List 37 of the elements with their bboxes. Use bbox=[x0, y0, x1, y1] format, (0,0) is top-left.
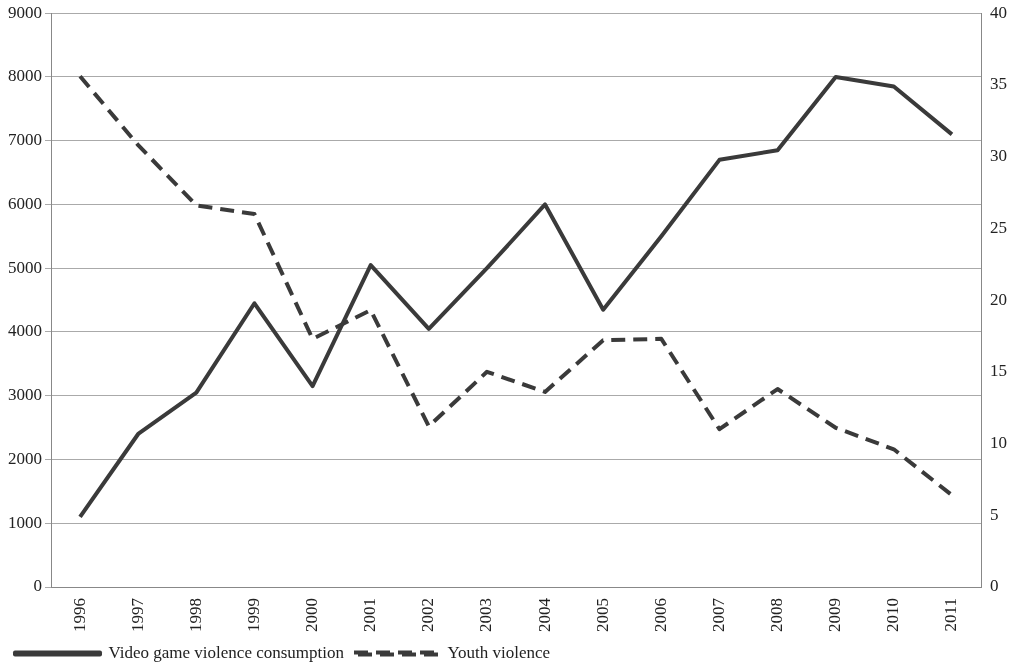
y-tick-label: 1000 bbox=[8, 512, 42, 532]
x-tick-label: 2003 bbox=[476, 598, 496, 632]
x-tick-label: 1997 bbox=[127, 597, 147, 632]
y-tick-label: 5000 bbox=[8, 257, 42, 277]
x-tick-label: 2002 bbox=[418, 598, 438, 632]
x-tick-label: 2001 bbox=[360, 598, 380, 632]
x-tick-label: 2006 bbox=[650, 598, 670, 632]
y2-tick-label: 5 bbox=[990, 504, 999, 524]
y2-tick-label: 0 bbox=[990, 576, 999, 596]
y-tick-label: 2000 bbox=[8, 448, 42, 468]
y-tick-label: 4000 bbox=[8, 321, 42, 341]
x-tick-label: 1996 bbox=[69, 598, 89, 632]
y-tick-label: 9000 bbox=[8, 2, 42, 22]
y-tick-label: 6000 bbox=[8, 193, 42, 213]
x-tick-label: 2000 bbox=[302, 598, 322, 632]
y2-tick-label: 15 bbox=[990, 361, 1007, 381]
x-tick-label: 2009 bbox=[825, 598, 845, 632]
y-tick-label: 7000 bbox=[8, 130, 42, 150]
x-tick-label: 2005 bbox=[592, 598, 612, 632]
x-tick-label: 2004 bbox=[534, 597, 554, 632]
y2-tick-label: 30 bbox=[990, 146, 1007, 166]
y-tick-label: 3000 bbox=[8, 385, 42, 405]
y-tick-label: 8000 bbox=[8, 66, 42, 86]
x-tick-label: 2007 bbox=[708, 597, 728, 632]
y2-tick-label: 10 bbox=[990, 433, 1007, 453]
legend-label: Youth violence bbox=[447, 642, 551, 662]
x-tick-label: 1998 bbox=[185, 598, 205, 632]
y2-tick-label: 35 bbox=[990, 74, 1007, 94]
x-tick-label: 2010 bbox=[883, 598, 903, 632]
x-tick-label: 1999 bbox=[243, 598, 263, 632]
x-tick-label: 2008 bbox=[767, 598, 787, 632]
y2-tick-label: 20 bbox=[990, 289, 1007, 309]
x-tick-label: 2011 bbox=[941, 598, 961, 632]
legend-label: Video game violence consumption bbox=[108, 642, 345, 662]
y-tick-label: 0 bbox=[33, 576, 42, 596]
y2-tick-label: 25 bbox=[990, 217, 1007, 237]
y2-tick-label: 40 bbox=[990, 2, 1007, 22]
